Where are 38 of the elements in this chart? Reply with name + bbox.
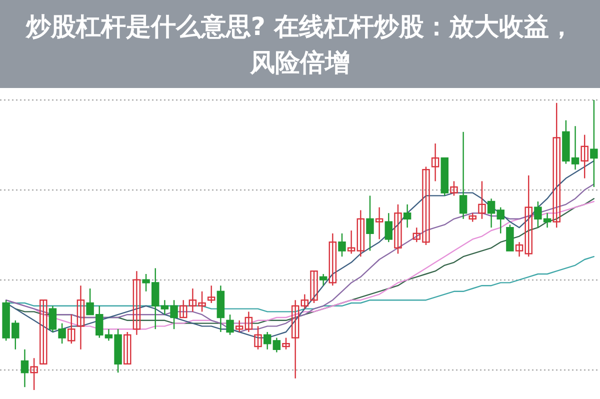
candlestick — [403, 204, 412, 228]
candlestick — [244, 311, 253, 333]
candlestick — [328, 232, 337, 286]
candlestick — [68, 314, 76, 344]
candlestick — [226, 314, 234, 336]
candlestick — [132, 270, 141, 336]
candlestick — [282, 337, 290, 350]
candlestick — [40, 300, 48, 364]
candlestick — [487, 198, 496, 228]
candlestick — [450, 180, 458, 196]
candlestick — [207, 285, 216, 304]
candlestick — [552, 102, 560, 228]
candlestick — [263, 331, 272, 350]
candlestick — [431, 142, 440, 182]
candlestick — [30, 358, 38, 391]
candlestick — [384, 212, 393, 243]
candlestick — [124, 331, 132, 364]
candlestick — [366, 195, 374, 252]
candlestick — [272, 337, 281, 353]
chart-title: 炒股杠杆是什么意思? 在线杠杆炒股：放大收益，风险倍增 — [24, 12, 574, 77]
candlestick — [76, 285, 85, 350]
candlestick — [338, 232, 346, 258]
candlestick — [506, 224, 514, 252]
candlestick — [496, 206, 504, 234]
candlestick — [179, 300, 188, 318]
candlestick — [459, 131, 468, 220]
candlestick — [20, 348, 29, 388]
candlestick — [319, 273, 328, 286]
candlestick — [590, 99, 598, 188]
candlestick — [580, 134, 588, 179]
candlestick — [254, 326, 262, 350]
candlestick — [235, 320, 244, 333]
candlestick — [356, 210, 365, 258]
candlestick — [394, 204, 402, 254]
candlestick — [375, 206, 384, 240]
candlestick — [347, 230, 356, 254]
candlestick — [291, 300, 300, 379]
candlestick — [478, 180, 486, 220]
